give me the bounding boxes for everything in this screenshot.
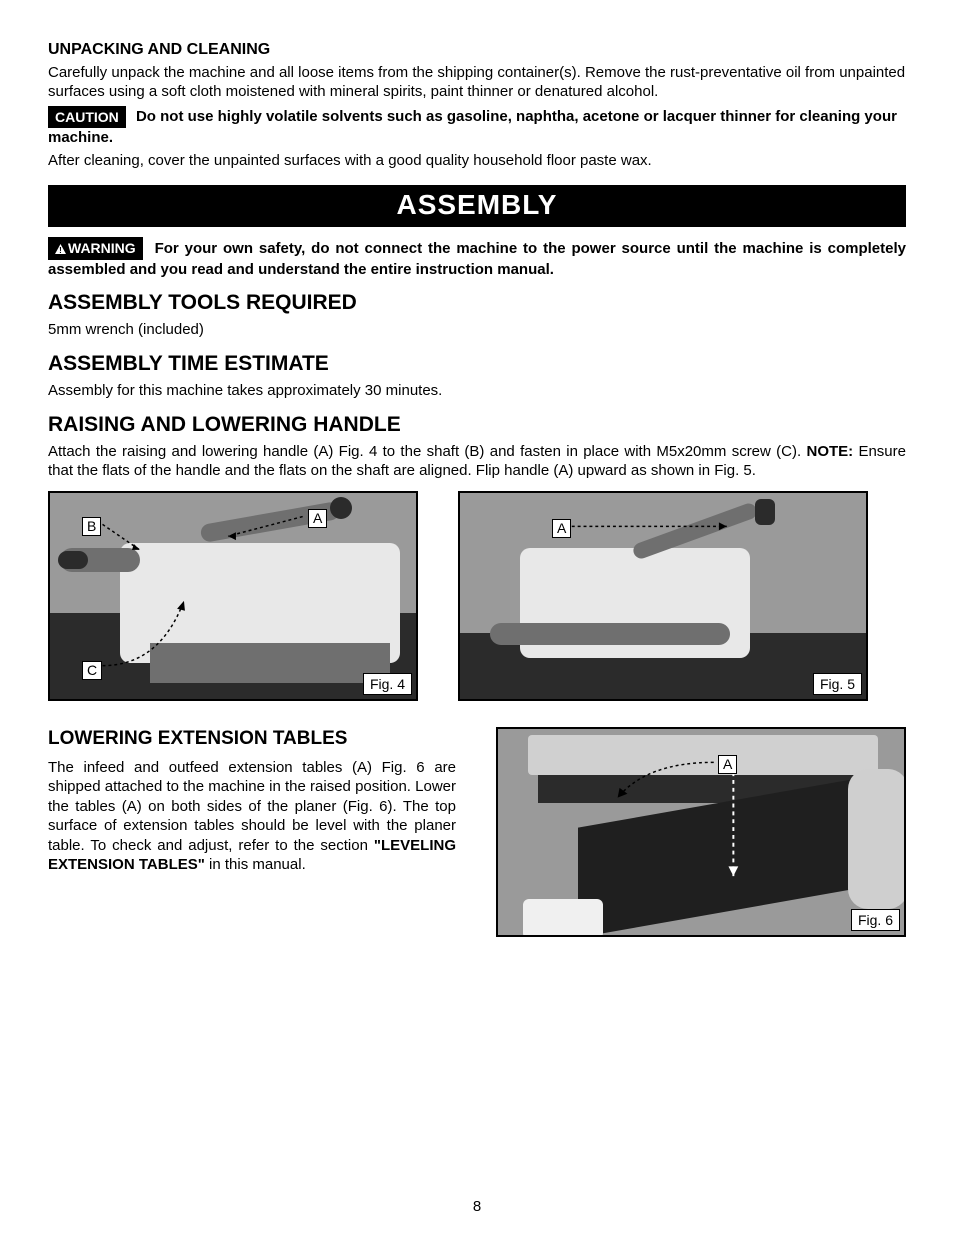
handle-heading: RAISING AND LOWERING HANDLE xyxy=(48,411,906,438)
figure-5: A Fig. 5 xyxy=(458,491,868,701)
assembly-banner: ASSEMBLY xyxy=(48,185,906,227)
handle-note-label: NOTE: xyxy=(806,443,853,460)
unpacking-heading: UNPACKING AND CLEANING xyxy=(48,40,906,61)
tools-heading: ASSEMBLY TOOLS REQUIRED xyxy=(48,289,906,316)
fig6-callout-a: A xyxy=(718,755,737,774)
fig4-callout-c: C xyxy=(82,661,102,680)
tools-text: 5mm wrench (included) xyxy=(48,320,906,340)
page-number: 8 xyxy=(48,1197,906,1217)
svg-text:!: ! xyxy=(59,246,62,254)
fig6-label: Fig. 6 xyxy=(851,909,900,931)
fig-row-1: B A C Fig. 4 A Fig. 5 xyxy=(48,491,906,701)
ext-suffix: in this manual. xyxy=(205,856,306,873)
fig4-callout-a: A xyxy=(308,509,327,528)
fig4-label: Fig. 4 xyxy=(363,673,412,695)
handle-prefix: Attach the raising and lowering handle (… xyxy=(48,443,806,460)
warning-paragraph: ! WARNING For your own safety, do not co… xyxy=(48,237,906,279)
warning-text: For your own safety, do not connect the … xyxy=(48,240,906,277)
ext-text: The infeed and outfeed extension tables … xyxy=(48,758,456,875)
warning-label-text: WARNING xyxy=(68,240,136,256)
warning-triangle-icon: ! xyxy=(55,244,66,254)
caution-label: CAUTION xyxy=(48,106,126,128)
caution-text: Do not use highly volatile solvents such… xyxy=(48,108,897,146)
fig4-callout-b: B xyxy=(82,517,101,536)
figure-6: A Fig. 6 xyxy=(496,727,906,937)
caution-line: CAUTION Do not use highly volatile solve… xyxy=(48,106,906,148)
unpacking-p2: After cleaning, cover the unpainted surf… xyxy=(48,151,906,171)
figure-4: B A C Fig. 4 xyxy=(48,491,418,701)
time-text: Assembly for this machine takes approxim… xyxy=(48,381,906,401)
unpacking-p1: Carefully unpack the machine and all loo… xyxy=(48,63,906,102)
fig5-label: Fig. 5 xyxy=(813,673,862,695)
ext-heading: LOWERING EXTENSION TABLES xyxy=(48,727,456,752)
handle-text: Attach the raising and lowering handle (… xyxy=(48,442,906,481)
time-heading: ASSEMBLY TIME ESTIMATE xyxy=(48,350,906,377)
fig5-callout-a: A xyxy=(552,519,571,538)
ext-text-col: LOWERING EXTENSION TABLES The infeed and… xyxy=(48,727,456,879)
ext-row: LOWERING EXTENSION TABLES The infeed and… xyxy=(48,727,906,937)
warning-label: ! WARNING xyxy=(48,237,143,259)
